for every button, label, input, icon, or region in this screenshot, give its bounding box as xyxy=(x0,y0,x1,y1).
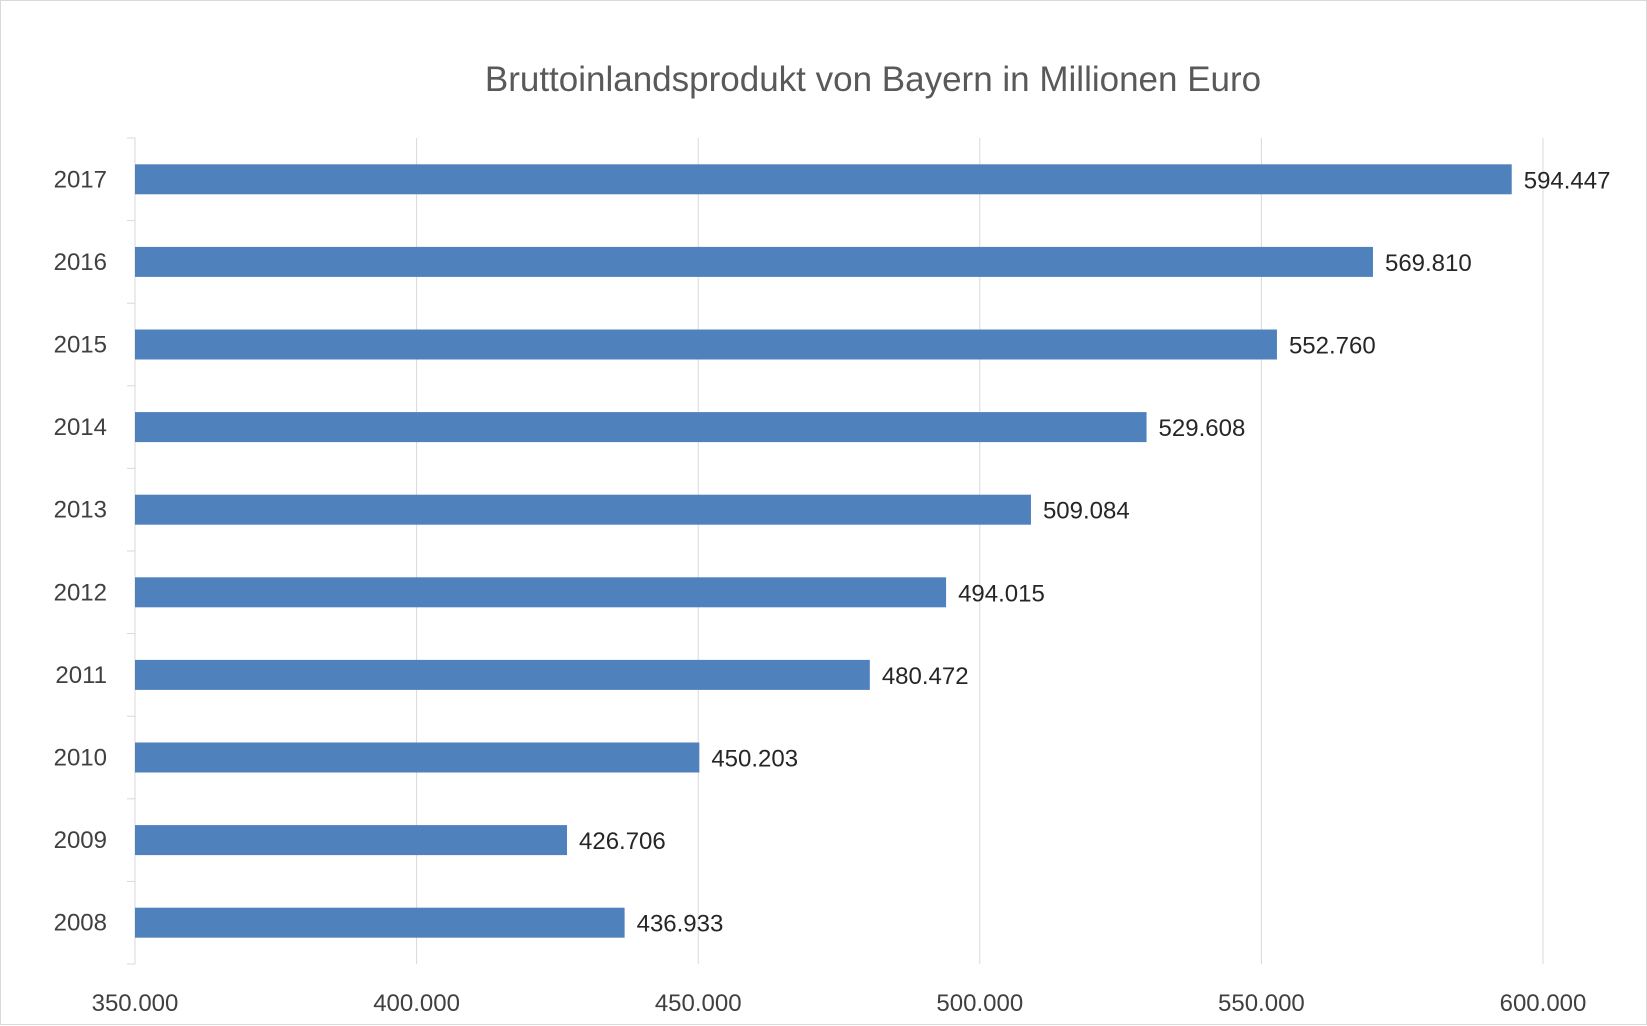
bar-2014 xyxy=(135,412,1147,443)
bar-2015 xyxy=(135,329,1277,360)
data-label-2010: 450.203 xyxy=(711,746,798,773)
x-tick-label: 500.000 xyxy=(936,990,1023,1017)
data-label-2014: 529.608 xyxy=(1159,415,1246,442)
bar-2009 xyxy=(135,825,568,856)
x-tick-labels: 350.000 400.000 450.000 500.000 550.000 600.0… xyxy=(92,990,1587,1017)
data-label-2009: 426.706 xyxy=(579,828,666,855)
x-tick-label: 350.000 xyxy=(92,990,179,1017)
bar-2010 xyxy=(135,742,700,773)
data-label-2017: 594.447 xyxy=(1524,167,1611,194)
bar-2012 xyxy=(135,577,947,608)
bar-2008 xyxy=(135,907,625,938)
y-tick-label-2014: 2014 xyxy=(54,414,107,441)
data-label-2013: 509.084 xyxy=(1043,498,1130,525)
data-labels: 594.447 569.810 552.760 529.608 509.084 494.0… xyxy=(579,167,1610,937)
y-tick-label-2011: 2011 xyxy=(55,662,107,689)
y-tick-label-2009: 2009 xyxy=(54,827,107,854)
y-tick-label-2017: 2017 xyxy=(54,166,107,193)
x-tick-label: 450.000 xyxy=(655,990,742,1017)
chart-title: Bruttoinlandsprodukt von Bayern in Milli… xyxy=(485,60,1261,99)
y-tick-label-2016: 2016 xyxy=(54,249,107,276)
x-tick-label: 600.000 xyxy=(1500,990,1587,1017)
x-tick-label: 400.000 xyxy=(373,990,460,1017)
y-tick-label-2010: 2010 xyxy=(54,745,107,772)
data-label-2011: 480.472 xyxy=(882,663,969,690)
y-tick-label-2015: 2015 xyxy=(54,332,107,359)
data-label-2016: 569.810 xyxy=(1385,250,1472,277)
y-axis xyxy=(127,137,136,965)
bar-2016 xyxy=(135,246,1373,277)
y-tick-label-2012: 2012 xyxy=(54,579,107,606)
bar-2011 xyxy=(135,659,870,690)
bar-2013 xyxy=(135,494,1031,525)
y-tick-labels: 2017 2016 2015 2014 2013 2012 2011 2010 2009 2008 xyxy=(54,166,107,936)
data-label-2015: 552.760 xyxy=(1289,333,1376,360)
data-label-2012: 494.015 xyxy=(958,580,1045,607)
data-label-2008: 436.933 xyxy=(637,911,724,938)
x-tick-label: 550.000 xyxy=(1218,990,1305,1017)
bar-2017 xyxy=(135,164,1512,195)
bars xyxy=(135,164,1512,938)
y-tick-label-2008: 2008 xyxy=(54,910,107,937)
y-tick-label-2013: 2013 xyxy=(54,497,107,524)
